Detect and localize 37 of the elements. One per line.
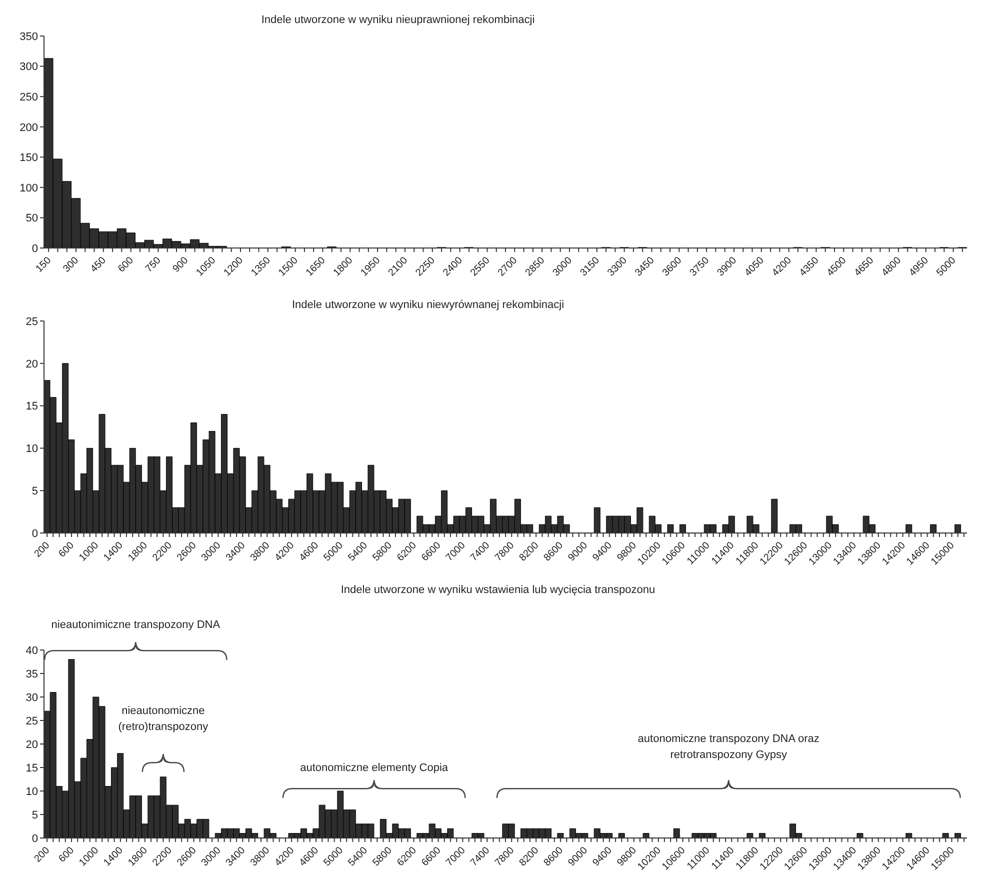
x-tick-label: 900 bbox=[171, 254, 191, 275]
y-tick-label: 350 bbox=[20, 30, 38, 43]
y-tick-label: 35 bbox=[26, 668, 38, 680]
x-tick-label: 600 bbox=[56, 540, 77, 560]
annotation: autonomiczne elementy Copia bbox=[300, 762, 449, 774]
annotation: nieautonomiczne (retro)transpozony bbox=[118, 705, 209, 733]
y-tick-label: 10 bbox=[26, 443, 38, 456]
y-tick-label: 0 bbox=[32, 832, 38, 845]
y-tick-label: 10 bbox=[26, 786, 38, 798]
x-tick-label: 300 bbox=[61, 254, 82, 275]
chart-title: Indele utworzone w wyniku wstawienia lub wycięcia transpozonu bbox=[340, 584, 656, 596]
y-tick-label: 0 bbox=[32, 528, 38, 540]
y-tick-label: 20 bbox=[26, 738, 38, 751]
y-tick-label: 200 bbox=[20, 122, 38, 134]
y-tick-label: 100 bbox=[20, 182, 38, 194]
y-tick-label: 15 bbox=[26, 400, 38, 413]
chart-title: Indele utworzone w wyniku niewyrównanej rekombinacji bbox=[292, 299, 564, 311]
y-tick-label: 300 bbox=[20, 61, 38, 74]
y-tick-label: 150 bbox=[20, 152, 38, 164]
y-tick-label: 20 bbox=[26, 358, 38, 370]
annotation: autonomiczne transpozony DNA oraz retrotranspozony Gypsy bbox=[638, 733, 820, 761]
y-tick-label: 0 bbox=[32, 242, 38, 255]
y-tick-label: 40 bbox=[26, 644, 38, 657]
y-tick-label: 50 bbox=[26, 212, 38, 225]
chart-title: Indele utworzone w wyniku nieuprawnionej rekombinacji bbox=[261, 14, 535, 26]
y-tick-label: 5 bbox=[32, 809, 38, 822]
y-tick-label: 5 bbox=[32, 486, 38, 498]
y-tick-label: 30 bbox=[26, 692, 38, 704]
y-tick-label: 15 bbox=[26, 762, 38, 774]
x-tick-label: 750 bbox=[144, 254, 164, 275]
x-tick-label: 600 bbox=[56, 844, 77, 865]
x-tick-label: 450 bbox=[88, 254, 109, 275]
y-tick-label: 250 bbox=[20, 91, 38, 104]
y-tick-label: 25 bbox=[26, 715, 38, 728]
x-tick-label: 600 bbox=[116, 254, 136, 275]
text: nieautonimiczne transpozony DNA bbox=[51, 619, 221, 631]
y-tick-label: 25 bbox=[26, 316, 38, 328]
